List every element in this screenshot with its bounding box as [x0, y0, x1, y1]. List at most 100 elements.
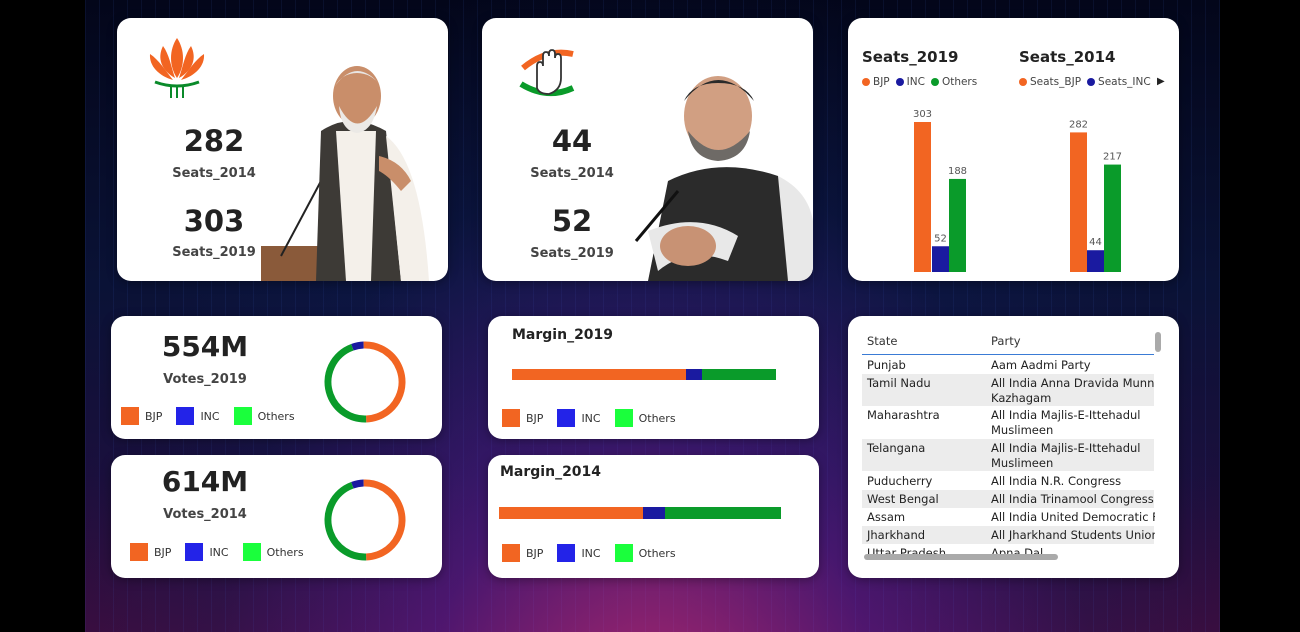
legend-swatch	[502, 409, 520, 427]
seats-bar[interactable]	[1104, 164, 1121, 272]
votes-2019-label: Votes_2019	[163, 372, 247, 387]
cell-state: Tamil Nadu	[867, 376, 931, 390]
table-row[interactable]: Uttar Pradesh Apna Dal	[862, 544, 1154, 556]
cell-party: All India United Democratic Front	[991, 510, 1155, 524]
inc-seats-2019-value: 52	[551, 204, 593, 238]
donut-slice-bjp[interactable]	[320, 475, 410, 565]
table-row[interactable]: Assam All India United Democratic Front	[862, 508, 1155, 526]
caret-right-icon[interactable]: ▶	[1157, 76, 1165, 87]
cell-party: Aam Aadmi Party	[991, 358, 1091, 372]
bar-data-label: 217	[1103, 152, 1122, 163]
legend-label: INC	[200, 409, 220, 423]
donut-slice-others[interactable]	[320, 337, 410, 427]
margin-2019-legend: BJP INC Others	[502, 409, 690, 427]
table-row[interactable]: Punjab Aam Aadmi Party	[862, 356, 1154, 374]
legend-label: BJP	[145, 409, 163, 423]
legend-label: Others	[638, 546, 676, 560]
bjp-seats-2019-value: 303	[183, 204, 245, 238]
legend-label: INC	[581, 411, 601, 425]
bjp-seats-2014-value: 282	[183, 124, 245, 158]
cell-party: All India Anna Dravida MunnetraKazhagam	[991, 376, 1155, 406]
legend-dot	[930, 78, 939, 86]
legend-label: Others	[257, 409, 295, 423]
cell-party: Apna Dal	[991, 546, 1044, 556]
legend-label: Others	[638, 411, 676, 425]
margin-segment-bjp[interactable]	[512, 369, 687, 380]
bjp-card: 282 Seats_2014 303 Seats_2019	[117, 18, 448, 281]
bar-data-label: 44	[1089, 237, 1102, 248]
legend-swatch	[121, 407, 139, 425]
legend-swatch	[557, 409, 576, 427]
legend-label: Others	[941, 76, 978, 88]
party-line: Kazhagam	[991, 391, 1052, 405]
vertical-scrollbar[interactable]	[1155, 332, 1161, 352]
donut-slice-others[interactable]	[320, 475, 410, 565]
donut-slice-inc[interactable]	[320, 475, 410, 565]
bjp-seats-2019-label: Seats_2019	[172, 245, 256, 260]
party-line: Muslimeen	[991, 456, 1054, 470]
margin-segment-others[interactable]	[665, 507, 781, 519]
votes-2014-card: 614M Votes_2014 BJP INC Others	[111, 455, 442, 578]
cell-state: Puducherry	[867, 474, 933, 488]
party-line: All India Anna Dravida Munnetra	[991, 376, 1155, 390]
table-row[interactable]: Maharashtra All India Majlis-E-Ittehadul…	[862, 406, 1154, 439]
seats-2019-legend: BJP INC Others	[862, 76, 983, 88]
cell-state: Uttar Pradesh	[867, 546, 947, 556]
margin-2014-legend: BJP INC Others	[502, 544, 690, 562]
cell-party: All Jharkhand Students Union	[991, 528, 1155, 542]
legend-swatch	[185, 543, 204, 561]
bar-data-label: 52	[934, 233, 947, 244]
margin-segment-inc[interactable]	[642, 507, 666, 519]
donut-slice-inc[interactable]	[320, 337, 410, 427]
table-row[interactable]: Telangana All India Majlis-E-Ittehadul Mu…	[862, 439, 1154, 471]
seats-bar-chart: 303 52 188 282 44 217	[913, 109, 1122, 272]
legend-swatch	[502, 544, 520, 562]
votes-2019-value: 554M	[161, 330, 249, 363]
seats-bar[interactable]	[1070, 132, 1087, 272]
legend-label: INC	[209, 545, 229, 559]
votes-2019-donut	[320, 337, 410, 427]
cell-party: All India Majlis-E-Ittehadul Muslimeen	[991, 408, 1155, 438]
seats-bar[interactable]	[914, 122, 931, 272]
header-state[interactable]: State	[867, 334, 898, 348]
table-row[interactable]: Puducherry All India N.R. Congress	[862, 472, 1154, 490]
margin-2019-card: Margin_2019 BJP INC Others	[488, 316, 819, 439]
party-line: All India Majlis-E-Ittehadul	[991, 408, 1141, 422]
bjp-leader-photo	[261, 66, 429, 281]
margin-2014-title: Margin_2014	[500, 464, 602, 480]
seats-bar[interactable]	[932, 246, 949, 272]
table-row[interactable]: West Bengal All India Trinamool Congress	[862, 490, 1154, 508]
inc-card: 44 Seats_2014 52 Seats_2019	[482, 18, 813, 281]
inc-seats-2014-value: 44	[551, 124, 593, 158]
table-row[interactable]: Jharkhand All Jharkhand Students Union	[862, 526, 1155, 544]
legend-label: Seats_BJP	[1030, 76, 1082, 88]
legend-dot	[862, 78, 870, 86]
lotus-icon	[149, 38, 205, 98]
margin-segment-bjp[interactable]	[499, 507, 643, 519]
votes-2014-value: 614M	[161, 465, 249, 498]
seats-bar[interactable]	[1087, 250, 1104, 272]
cell-state: West Bengal	[867, 492, 939, 506]
bar-data-label: 188	[948, 166, 967, 177]
bar-data-label: 282	[1069, 119, 1088, 130]
header-party[interactable]: Party	[991, 334, 1021, 348]
party-line: All India Majlis-E-Ittehadul	[991, 441, 1141, 455]
margin-segment-others[interactable]	[702, 369, 776, 380]
legend-swatch	[233, 407, 252, 425]
state-party-table: State Party Punjab Aam Aadmi Party Tamil…	[848, 316, 1179, 578]
margin-segment-inc[interactable]	[686, 369, 703, 380]
cell-state: Punjab	[867, 358, 906, 372]
margin-2014-card: Margin_2014 BJP INC Others	[488, 455, 819, 578]
donut-slice-bjp[interactable]	[320, 337, 410, 427]
margin-2019-title: Margin_2019	[512, 327, 614, 343]
bjp-seats-2014-label: Seats_2014	[172, 166, 256, 181]
legend-label: INC	[906, 76, 925, 88]
legend-label: BJP	[526, 546, 544, 560]
cell-state: Assam	[867, 510, 906, 524]
legend-label: Seats_INC	[1098, 76, 1151, 88]
inc-leader-photo	[634, 76, 813, 281]
table-row[interactable]: Tamil Nadu All India Anna Dravida Munnet…	[862, 374, 1155, 406]
cell-party: All India N.R. Congress	[991, 474, 1122, 488]
horizontal-scrollbar[interactable]	[864, 554, 1058, 560]
seats-bar[interactable]	[949, 178, 966, 272]
